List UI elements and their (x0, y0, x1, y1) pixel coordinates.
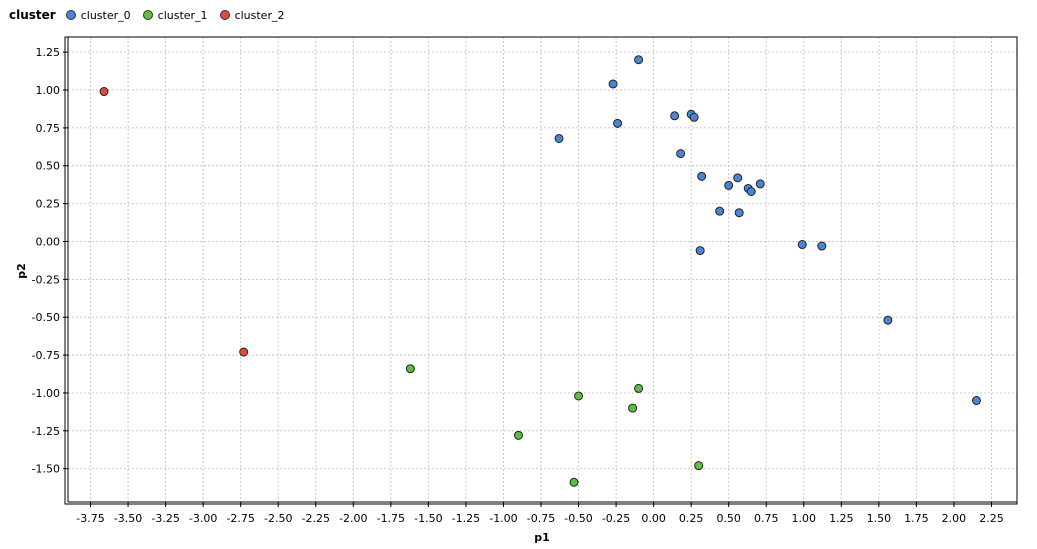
data-point-cluster-1 (694, 461, 704, 471)
x-tick-label: -2.50 (264, 512, 292, 525)
x-tick-label: -3.00 (189, 512, 217, 525)
data-point-cluster-0 (755, 179, 765, 189)
data-point-cluster-1 (513, 430, 523, 440)
y-tick-label: 0.75 (36, 122, 61, 135)
data-point-cluster-0 (715, 206, 725, 216)
data-point-cluster-0 (634, 55, 644, 65)
data-point-cluster-2 (99, 87, 109, 97)
data-point-cluster-1 (574, 391, 584, 401)
data-point-cluster-0 (608, 79, 618, 89)
data-point-cluster-1 (628, 403, 638, 413)
x-tick-label: -1.25 (452, 512, 480, 525)
y-tick-label: 1.25 (36, 46, 61, 59)
x-tick-label: -1.75 (377, 512, 405, 525)
x-tick-label: 2.00 (942, 512, 967, 525)
x-tick-label: 0.75 (754, 512, 779, 525)
data-point-cluster-0 (734, 208, 744, 218)
data-point-cluster-0 (670, 111, 680, 121)
data-point-cluster-1 (405, 364, 415, 374)
x-axis-label: p1 (534, 531, 550, 544)
x-tick-label: 1.00 (792, 512, 817, 525)
legend-swatch-cluster-2 (219, 10, 230, 20)
x-tick-label: 2.25 (979, 512, 1004, 525)
y-tick-label: 0.00 (36, 235, 61, 248)
legend: cluster cluster_0 cluster_1 cluster_2 (9, 6, 296, 24)
data-point-cluster-0 (613, 118, 623, 128)
data-point-cluster-0 (724, 180, 734, 190)
data-points (99, 55, 981, 487)
x-tick-label: 1.50 (867, 512, 892, 525)
x-tick-label: -3.50 (114, 512, 142, 525)
x-tick-label: -1.50 (414, 512, 442, 525)
x-tick-label: 0.50 (716, 512, 741, 525)
grid (68, 37, 1017, 502)
x-tick-label: -0.75 (527, 512, 555, 525)
legend-item-cluster-1[interactable]: cluster_1 (142, 8, 208, 22)
data-point-cluster-0 (817, 241, 827, 251)
x-tick-label: -3.25 (151, 512, 179, 525)
x-tick-label: -2.00 (339, 512, 367, 525)
data-point-cluster-0 (746, 186, 756, 196)
data-point-cluster-0 (695, 246, 705, 256)
x-axis-ticks: -3.75 -3.50 -3.25 -3.00 -2.75 -2.50 -2.25 -2.00… (76, 502, 1004, 525)
legend-label-cluster-1: cluster_1 (157, 8, 208, 22)
legend-title: cluster (9, 8, 56, 22)
y-axis-label: p2 (15, 263, 28, 279)
y-tick-label: -1.00 (32, 387, 60, 400)
legend-item-cluster-0[interactable]: cluster_0 (65, 8, 131, 22)
data-point-cluster-0 (883, 315, 893, 325)
legend-swatch-cluster-1 (142, 10, 153, 20)
y-tick-label: -0.50 (32, 311, 60, 324)
legend-item-cluster-2[interactable]: cluster_2 (219, 8, 285, 22)
legend-label-cluster-0: cluster_0 (80, 8, 131, 22)
x-tick-label: 1.75 (904, 512, 929, 525)
data-point-cluster-0 (676, 149, 686, 159)
y-tick-label: -0.25 (32, 273, 60, 286)
y-tick-label: 0.50 (36, 160, 61, 173)
data-point-cluster-2 (239, 347, 249, 357)
x-tick-label: -2.75 (226, 512, 254, 525)
data-point-cluster-0 (689, 112, 699, 122)
x-tick-label: 1.25 (829, 512, 854, 525)
data-point-cluster-0 (971, 396, 981, 406)
y-tick-label: -0.75 (32, 349, 60, 362)
y-tick-label: 0.25 (36, 198, 61, 211)
legend-swatch-cluster-0 (65, 10, 76, 20)
y-tick-label: 1.00 (36, 84, 61, 97)
data-point-cluster-0 (697, 171, 707, 181)
x-tick-label: -0.50 (564, 512, 592, 525)
data-point-cluster-1 (569, 477, 579, 487)
x-tick-label: 0.00 (641, 512, 666, 525)
legend-label-cluster-2: cluster_2 (234, 8, 285, 22)
data-point-cluster-1 (634, 383, 644, 393)
data-point-cluster-0 (733, 173, 743, 183)
x-tick-label: -1.00 (489, 512, 517, 525)
x-tick-label: -0.25 (602, 512, 630, 525)
y-tick-label: -1.25 (32, 425, 60, 438)
x-tick-label: -2.25 (302, 512, 330, 525)
x-tick-label: 0.25 (679, 512, 704, 525)
x-tick-label: -3.75 (76, 512, 104, 525)
y-tick-label: -1.50 (32, 463, 60, 476)
data-point-cluster-0 (554, 133, 564, 143)
data-point-cluster-0 (797, 240, 807, 250)
y-axis-ticks: 1.25 1.00 0.75 0.50 0.25 0.00 -0.25 -0.50 -0.75 -… (32, 46, 68, 476)
